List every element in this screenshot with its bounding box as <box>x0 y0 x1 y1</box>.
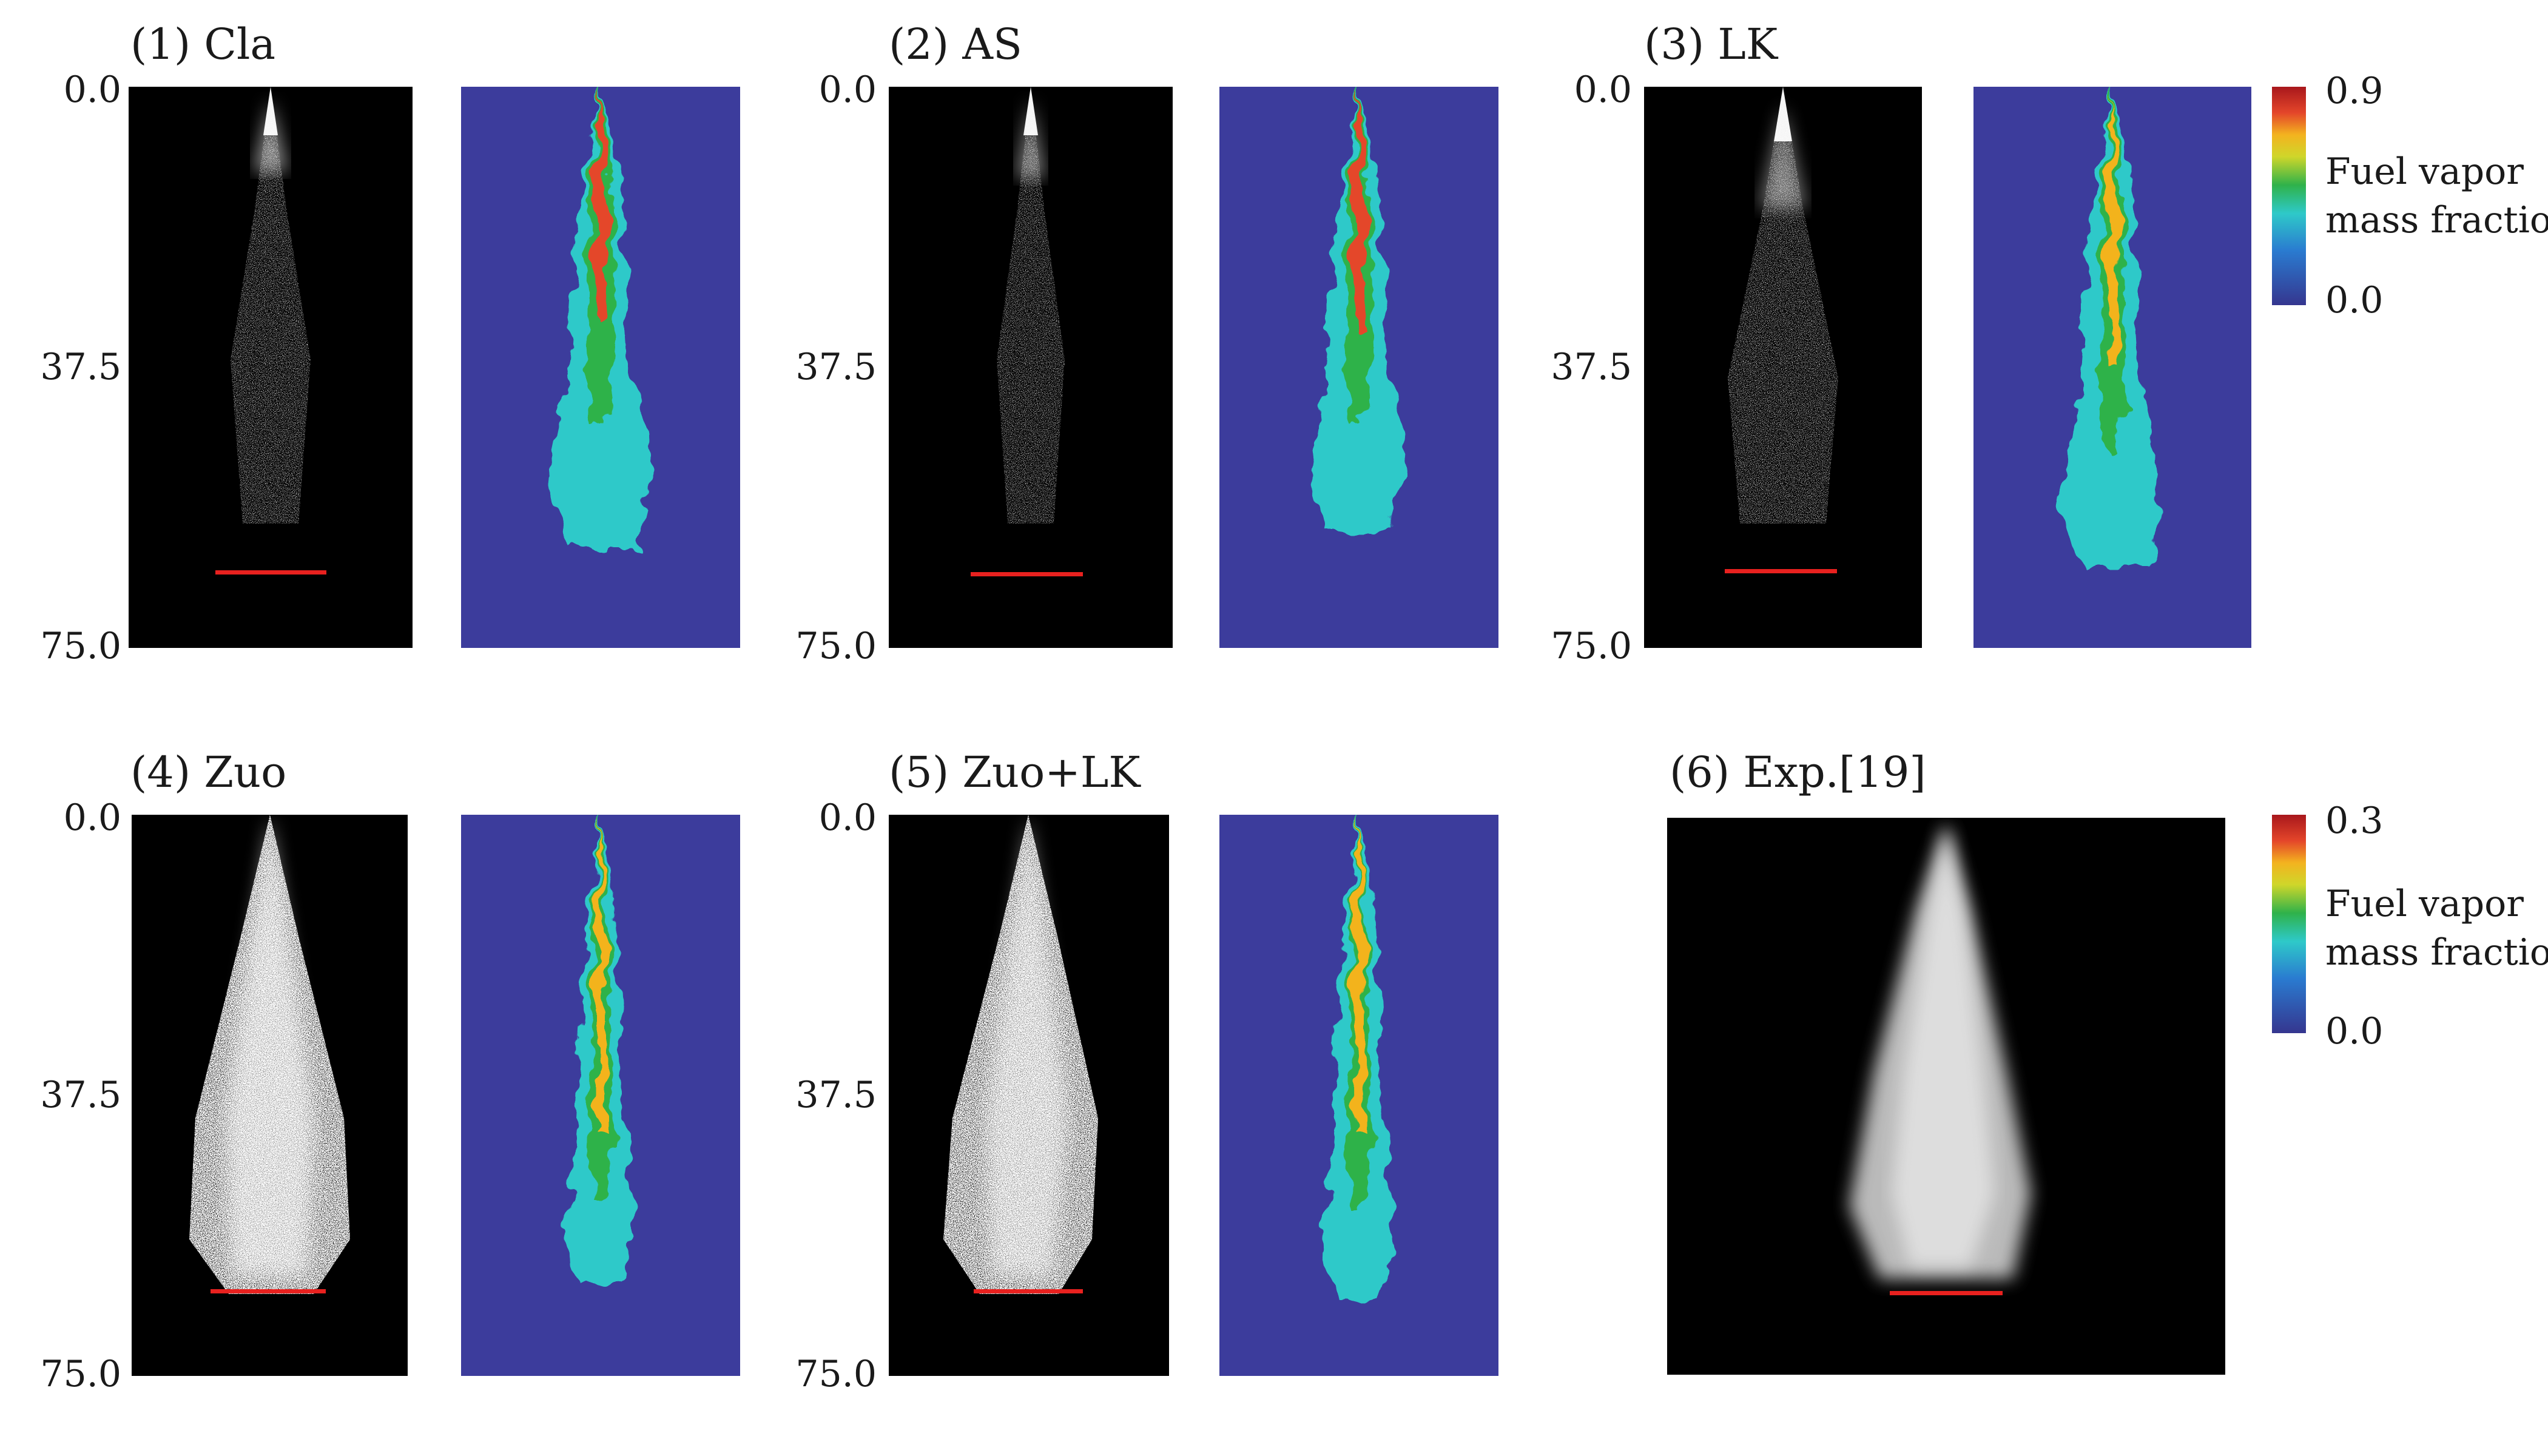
colorbar-title-line2: mass fraction <box>2325 931 2548 974</box>
axis-tick-mid: 37.5 <box>795 1074 877 1116</box>
droplet-plume-panel <box>1644 87 1922 648</box>
penetration-marker <box>971 572 1083 576</box>
axis-tick-mid: 37.5 <box>1551 346 1632 388</box>
colorbar <box>2272 815 2306 1033</box>
case-title: (6) Exp.[19] <box>1670 747 1926 797</box>
colorbar-title-line2: mass fraction <box>2325 199 2548 241</box>
axis-tick-top: 0.0 <box>63 69 121 111</box>
colorbar-min-label: 0.0 <box>2325 279 2384 322</box>
axis-tick-top: 0.0 <box>818 69 877 111</box>
case-title: (2) AS <box>889 19 1022 69</box>
case-title: (5) Zuo+LK <box>889 747 1141 797</box>
penetration-marker <box>974 1289 1083 1293</box>
droplet-plume-panel <box>889 815 1169 1376</box>
axis-tick-top: 0.0 <box>63 797 121 839</box>
axis-tick-bottom: 75.0 <box>795 625 877 667</box>
vapor-field-panel <box>1219 87 1498 648</box>
penetration-marker <box>1725 569 1837 573</box>
colorbar-title-line1: Fuel vapor <box>2325 883 2524 925</box>
axis-tick-bottom: 75.0 <box>795 1353 877 1395</box>
colorbar <box>2272 87 2306 305</box>
penetration-marker <box>211 1289 326 1293</box>
droplet-plume-panel <box>889 87 1173 648</box>
droplet-plume-panel <box>132 815 408 1376</box>
case-title: (3) LK <box>1644 19 1778 69</box>
case-title: (4) Zuo <box>130 747 287 797</box>
penetration-marker <box>215 570 326 575</box>
axis-tick-bottom: 75.0 <box>40 625 121 667</box>
experiment-image-panel <box>1667 818 2225 1375</box>
vapor-field-panel <box>1219 815 1498 1376</box>
axis-tick-bottom: 75.0 <box>1551 625 1632 667</box>
penetration-marker <box>1890 1291 2003 1295</box>
vapor-field-panel <box>1973 87 2251 648</box>
droplet-plume-panel <box>129 87 413 648</box>
colorbar-max-label: 0.3 <box>2325 800 2384 842</box>
axis-tick-bottom: 75.0 <box>40 1353 121 1395</box>
axis-tick-top: 0.0 <box>818 797 877 839</box>
colorbar-max-label: 0.9 <box>2325 70 2384 112</box>
axis-tick-mid: 37.5 <box>40 346 121 388</box>
vapor-field-panel <box>461 87 740 648</box>
axis-tick-top: 0.0 <box>1574 69 1632 111</box>
colorbar-title-line1: Fuel vapor <box>2325 150 2524 193</box>
case-title: (1) Cla <box>130 19 276 69</box>
axis-tick-mid: 37.5 <box>795 346 877 388</box>
vapor-field-panel <box>461 815 740 1376</box>
axis-tick-mid: 37.5 <box>40 1074 121 1116</box>
colorbar-min-label: 0.0 <box>2325 1010 2384 1053</box>
